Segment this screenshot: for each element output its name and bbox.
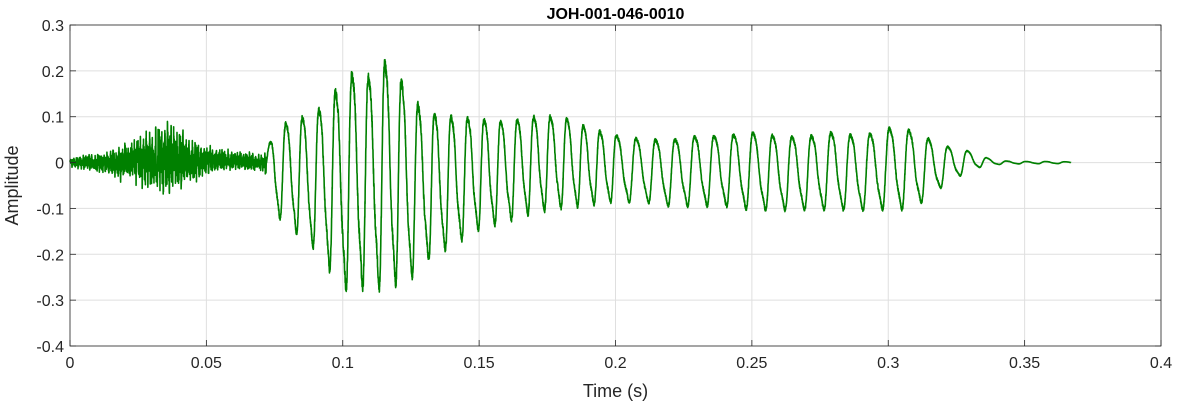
x-tick-label: 0.1 <box>332 355 354 372</box>
x-tick-label: 0.25 <box>736 355 767 372</box>
y-tick-label: 0 <box>55 156 64 173</box>
series-group <box>69 58 1072 293</box>
x-tick-labels: 0 0.05 0.1 0.15 0.2 0.25 0.3 0.35 0.4 <box>66 355 1173 372</box>
x-tick-label: 0.35 <box>1009 355 1040 372</box>
x-tick-label: 0.15 <box>464 355 495 372</box>
y-tick-label: -0.4 <box>36 339 64 356</box>
y-tick-labels: -0.4 -0.3 -0.2 -0.1 0 0.1 0.2 0.3 <box>36 18 64 356</box>
waveform-series-line <box>69 58 1072 293</box>
x-tick-label: 0.2 <box>604 355 626 372</box>
x-tick-label: 0 <box>66 355 75 372</box>
x-tick-label: 0.3 <box>877 355 899 372</box>
x-tick-label: 0.05 <box>191 355 222 372</box>
y-tick-label: 0.3 <box>42 18 64 35</box>
chart-title: JOH-001-046-0010 <box>547 6 685 23</box>
x-tick-label: 0.4 <box>1150 355 1172 372</box>
y-tick-label: -0.3 <box>36 293 64 310</box>
y-tick-label: 0.2 <box>42 64 64 81</box>
y-axis-label: Amplitude <box>2 145 22 225</box>
x-axis-label: Time (s) <box>583 381 648 401</box>
y-tick-label: -0.1 <box>36 201 64 218</box>
y-tick-label: 0.1 <box>42 110 64 127</box>
tick-marks <box>69 24 1162 347</box>
y-tick-label: -0.2 <box>36 247 64 264</box>
